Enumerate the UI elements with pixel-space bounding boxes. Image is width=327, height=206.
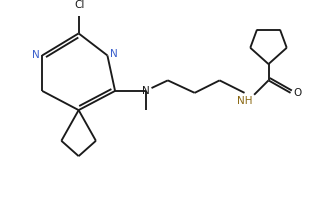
Text: N: N	[142, 86, 150, 96]
Text: NH: NH	[237, 96, 252, 106]
Text: O: O	[293, 88, 301, 98]
Text: N: N	[110, 49, 118, 59]
Text: N: N	[32, 50, 39, 60]
Text: Cl: Cl	[75, 0, 85, 10]
